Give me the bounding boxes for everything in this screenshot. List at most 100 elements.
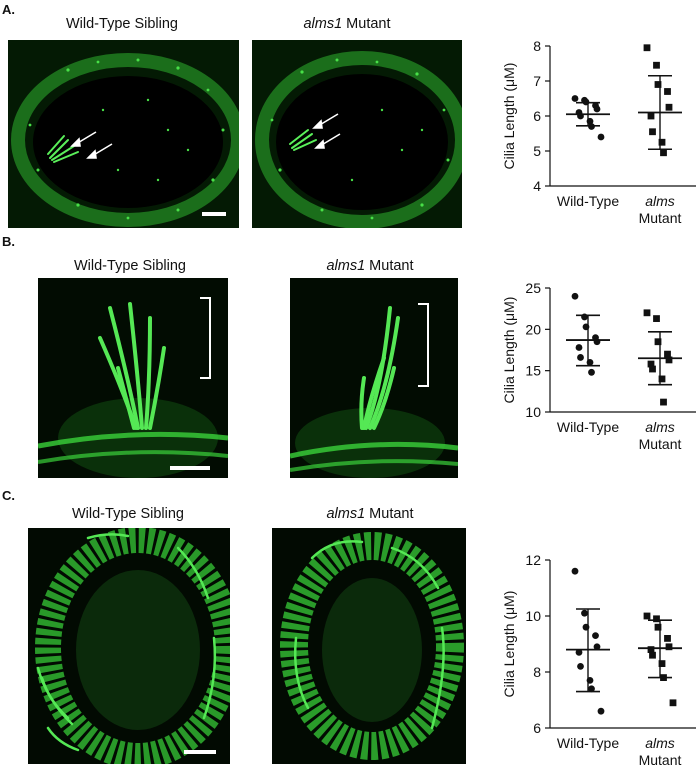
scale-bar-icon xyxy=(184,750,216,754)
x-category-label: Wild-Type xyxy=(557,735,619,751)
panel-c-mutant-micrograph xyxy=(272,528,466,764)
data-point-square xyxy=(665,356,673,364)
panel-a-wt-title: Wild-Type Sibling xyxy=(65,16,178,32)
panel-a-chart-svg: 4 5 6 7 8 Cilia Length (μM) Wild-Type almsMutan… xyxy=(501,38,696,226)
y-tick-label: 8 xyxy=(533,664,541,680)
data-point-circle xyxy=(597,133,605,141)
data-point-square xyxy=(653,61,660,69)
data-point-square xyxy=(649,365,656,373)
data-point-square xyxy=(664,88,671,95)
y-tick-label: 6 xyxy=(533,720,541,736)
panel-c-mutant-cilia xyxy=(293,540,445,730)
data-point-circle xyxy=(593,643,601,651)
y-tick-label: 10 xyxy=(525,404,541,420)
x-category-label: alms xyxy=(645,193,675,209)
panel-a-wt-cilia-bundle xyxy=(47,135,79,163)
data-point-square xyxy=(660,398,667,406)
data-point-square xyxy=(658,375,666,383)
y-tick-label: 12 xyxy=(525,552,541,568)
x-category-label: alms xyxy=(645,419,675,435)
panel-c-wt-cilia xyxy=(36,533,217,752)
panel-b-mutant-title: alms1 Mutant xyxy=(326,258,414,274)
data-point-circle xyxy=(571,292,579,300)
panel-a-mutant-arrows xyxy=(312,113,341,149)
data-point-square xyxy=(654,338,662,346)
data-point-square xyxy=(664,350,671,358)
data-point-square xyxy=(647,360,655,368)
y-tick-label: 25 xyxy=(525,280,541,296)
data-point-square xyxy=(654,623,662,631)
data-point-square xyxy=(660,149,667,157)
data-point-circle xyxy=(571,95,579,102)
x-category-label: Mutant xyxy=(639,210,682,226)
y-axis-label: Cilia Length (μM) xyxy=(501,63,517,170)
panel-b-chart-svg: 10 15 20 25 Cilia Length (μM) Wild-Type almsMu… xyxy=(501,280,696,452)
data-point-circle xyxy=(577,663,584,670)
data-point-circle xyxy=(588,368,595,376)
panel-a-mutant-cilia-bundle xyxy=(289,129,317,151)
y-tick-label: 5 xyxy=(533,143,541,159)
x-category-label: alms xyxy=(645,735,675,751)
panel-b-chart: 10 15 20 25 Cilia Length (μM) Wild-Type alms Mu… xyxy=(470,276,696,486)
bracket-icon xyxy=(418,303,429,387)
data-point-square xyxy=(665,643,673,651)
data-point-square xyxy=(649,651,656,659)
panel-b-wt-hair-bundle xyxy=(98,302,166,430)
data-point-circle xyxy=(571,567,579,575)
y-tick-label: 15 xyxy=(525,363,541,379)
x-category-label: Mutant xyxy=(639,436,682,452)
data-point-square xyxy=(643,612,651,620)
y-tick-label: 7 xyxy=(533,73,541,89)
y-axis-label: Cilia Length (μM) xyxy=(501,297,517,404)
data-point-circle xyxy=(577,354,584,361)
panel-a-wt-arrows xyxy=(70,131,113,159)
data-point-circle xyxy=(597,707,605,715)
y-tick-label: 6 xyxy=(533,108,541,124)
panel-c-wt-title: Wild-Type Sibling xyxy=(71,506,184,522)
data-point-square xyxy=(643,44,651,52)
bracket-icon xyxy=(200,297,211,379)
data-point-square xyxy=(658,138,666,146)
panel-a-mutant-speckles xyxy=(270,58,450,220)
data-point-square xyxy=(653,615,660,623)
data-point-square xyxy=(647,112,655,120)
scale-bar-icon xyxy=(202,212,226,216)
data-point-square xyxy=(647,646,655,653)
data-point-circle xyxy=(575,649,583,656)
x-category-label: Wild-Type xyxy=(557,419,619,435)
data-point-circle xyxy=(592,632,599,639)
y-tick-label: 4 xyxy=(533,178,541,194)
data-point-square xyxy=(669,699,677,707)
panel-a-mutant-title: alms1 Mutant xyxy=(303,16,391,32)
y-tick-label: 20 xyxy=(525,321,541,337)
panel-b-label: B. xyxy=(2,234,15,249)
panel-c-wt-micrograph xyxy=(28,528,230,764)
panel-c-chart-svg: 6 8 10 12 Cilia Length (μM) Wild-Type almsMuta… xyxy=(501,552,696,768)
data-point-square xyxy=(658,660,666,667)
panel-b-wt-title: Wild-Type Sibling xyxy=(73,258,186,274)
data-point-square xyxy=(643,309,651,317)
y-tick-label: 10 xyxy=(525,608,541,624)
panel-a-wt-speckles xyxy=(28,58,225,220)
x-category-label: Wild-Type xyxy=(557,193,619,209)
data-point-circle xyxy=(588,685,595,693)
panel-b-mutant-hair-bundle xyxy=(359,306,400,430)
data-point-circle xyxy=(581,609,588,617)
data-point-square xyxy=(654,81,662,88)
panel-c-chart: 6 8 10 12 Cilia Length (μM) Wild-Type alms Muta… xyxy=(470,536,696,768)
panel-b-wt-micrograph xyxy=(38,278,228,478)
x-category-label: Mutant xyxy=(639,752,682,768)
panel-a-mutant-micrograph xyxy=(252,40,462,228)
data-point-square xyxy=(653,315,660,322)
panel-a-wt-micrograph xyxy=(8,40,239,228)
panel-a-label: A. xyxy=(2,2,15,17)
data-point-square xyxy=(664,635,671,642)
panel-b-mutant-micrograph xyxy=(290,278,458,478)
panel-c-mutant-title: alms1 Mutant xyxy=(326,506,414,522)
y-axis-label: Cilia Length (μM) xyxy=(501,591,517,698)
scale-bar-icon xyxy=(170,466,210,470)
data-point-circle xyxy=(575,344,583,351)
data-point-square xyxy=(649,128,656,136)
data-point-circle xyxy=(593,105,601,113)
panel-a-chart: 4 5 6 7 8 Cilia Length (μM) Wild-Type alms Mutan… xyxy=(470,36,696,266)
